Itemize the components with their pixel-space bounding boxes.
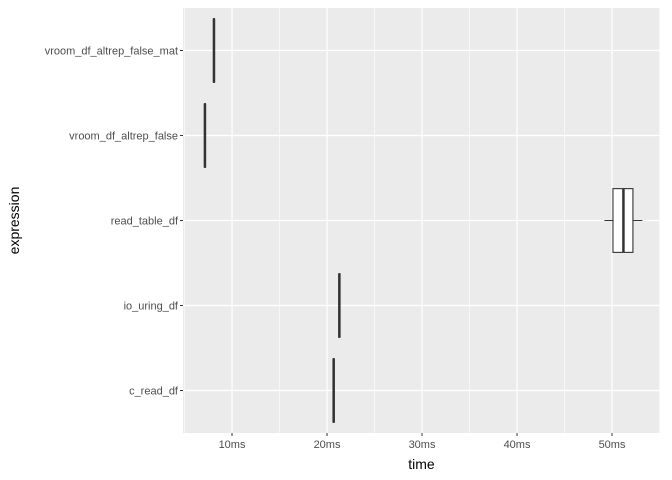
- y-tick-label: vroom_df_altrep_false_mat: [45, 46, 178, 58]
- x-tick-label: 50ms: [599, 439, 626, 451]
- x-tick-label: 30ms: [409, 439, 436, 451]
- x-tick-label: 20ms: [314, 439, 341, 451]
- x-tick-label: 40ms: [504, 439, 531, 451]
- y-tick-label: c_read_df: [129, 386, 179, 398]
- x-tick-label: 10ms: [219, 439, 246, 451]
- y-tick-label: read_table_df: [111, 216, 179, 228]
- y-tick-label: vroom_df_altrep_false: [69, 131, 178, 143]
- y-axis-title: expression: [6, 187, 22, 255]
- y-tick-label: io_uring_df: [124, 301, 179, 313]
- x-axis-title: time: [408, 456, 435, 472]
